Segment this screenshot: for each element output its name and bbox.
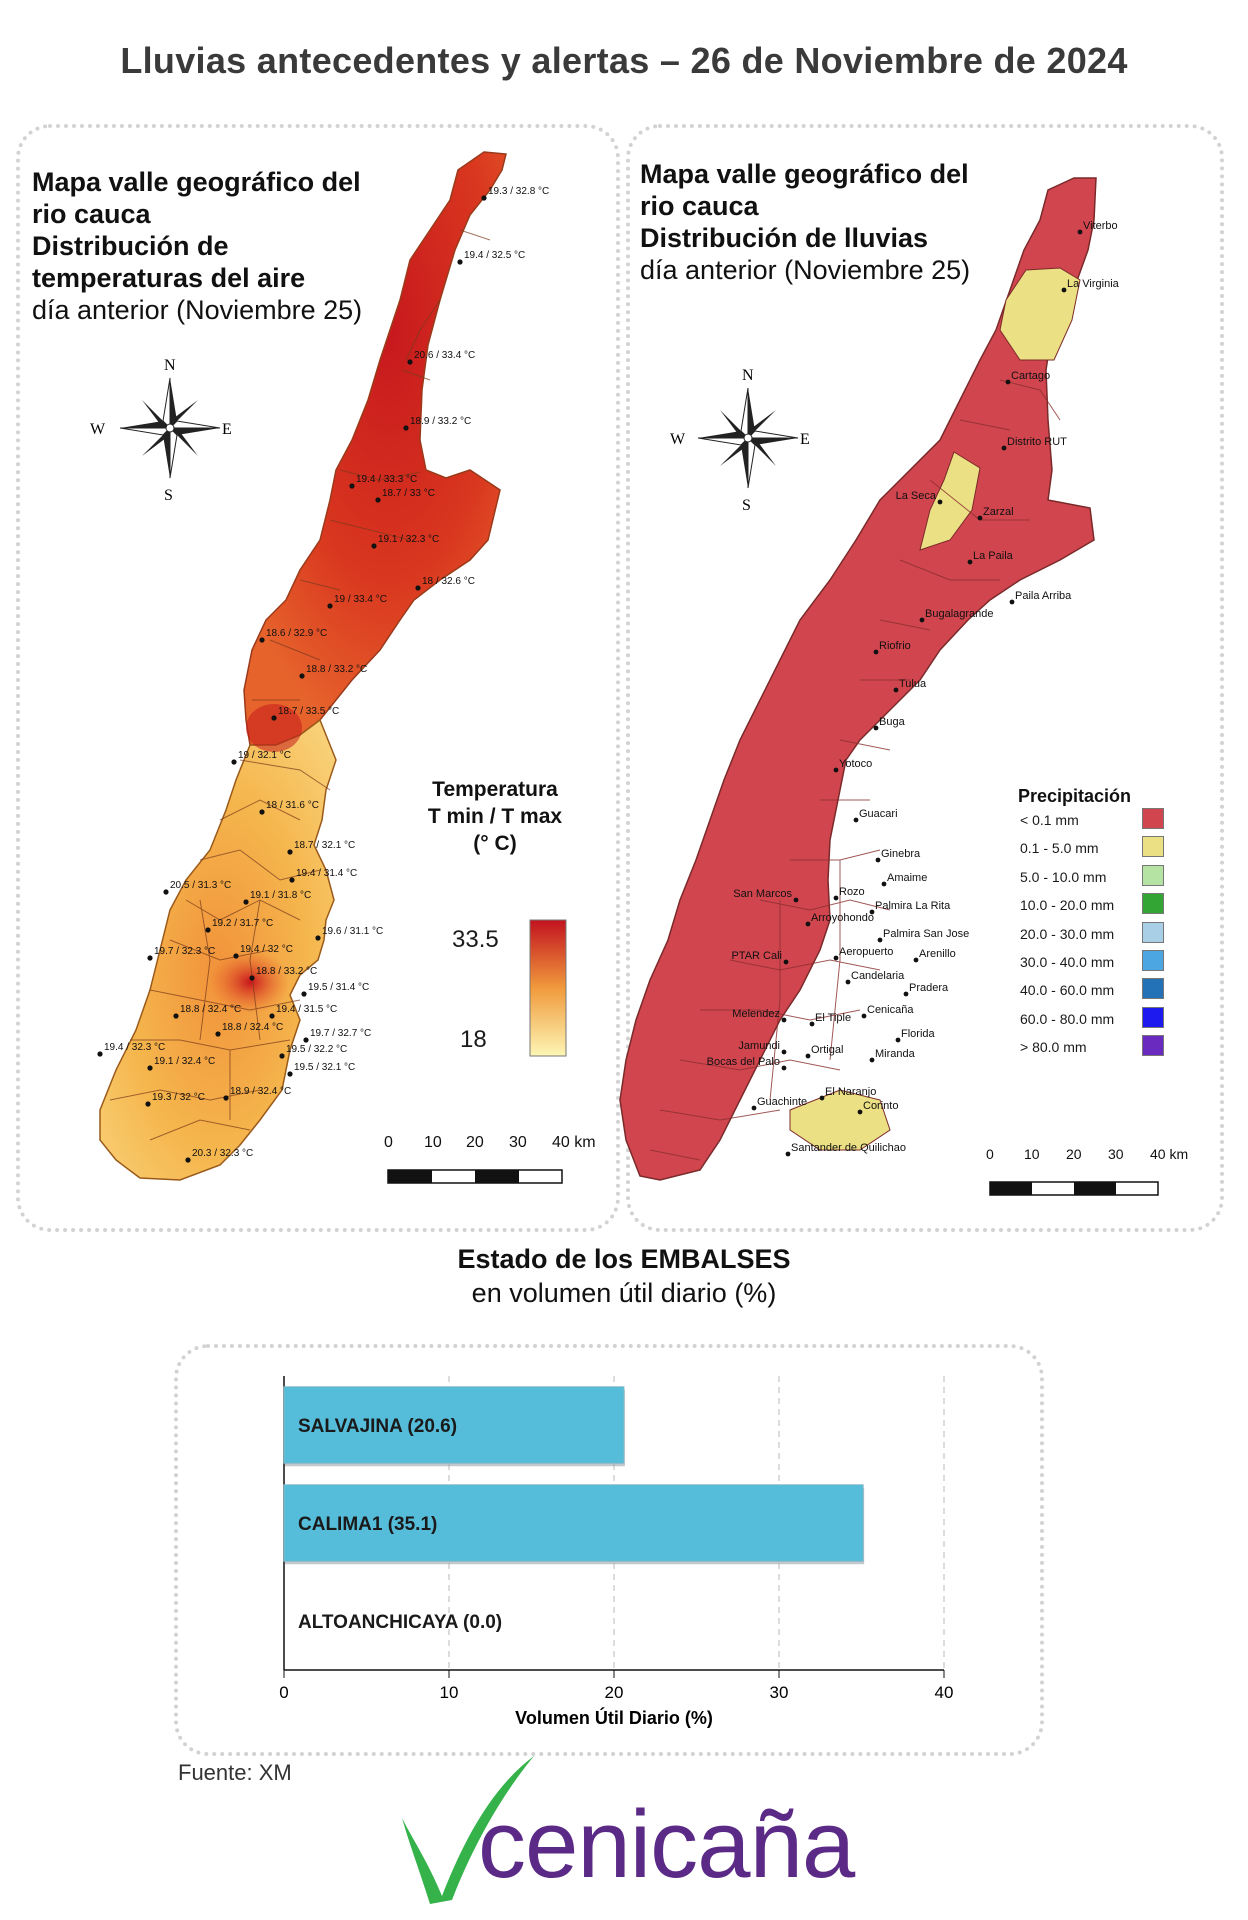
check-leaf-icon xyxy=(402,1756,534,1904)
rain-legend-swatch xyxy=(1142,836,1164,858)
rain-legend-item: > 80.0 mm xyxy=(1020,1035,1190,1063)
scale-label: 10 xyxy=(1024,1146,1040,1162)
rain-legend-label: 10.0 - 20.0 mm xyxy=(1020,897,1115,914)
rain-legend-item: 60.0 - 80.0 mm xyxy=(1020,1006,1190,1035)
scale-label: 30 xyxy=(509,1134,527,1151)
temp-legend-line: Temperatura xyxy=(432,778,558,801)
rain-legend-item: 40.0 - 60.0 mm xyxy=(1020,978,1190,1006)
temperature-legend-title: Temperatura T min / T max (° C) xyxy=(420,776,570,857)
dams-chart-panel xyxy=(174,1344,1044,1756)
x-tick-label: 40 xyxy=(935,1683,954,1702)
rain-legend-swatch xyxy=(1142,1006,1164,1028)
rain-legend-label: 0.1 - 5.0 mm xyxy=(1020,840,1099,857)
rain-legend-swatch xyxy=(1142,978,1164,1000)
temperature-legend-min: 18 xyxy=(460,1026,487,1053)
x-tick-label: 0 xyxy=(279,1683,288,1702)
rain-legend-label: 20.0 - 30.0 mm xyxy=(1020,925,1115,942)
rain-legend-item: 5.0 - 10.0 mm xyxy=(1020,864,1190,893)
bar-label: ALTOANCHICAYA (0.0) xyxy=(298,1612,502,1633)
x-tick-label: 30 xyxy=(770,1683,789,1702)
cenicana-logo-text: cenicaña xyxy=(478,1791,855,1898)
x-tick-label: 10 xyxy=(440,1683,459,1702)
rain-legend-swatch xyxy=(1142,949,1164,971)
scale-label: 20 xyxy=(1066,1146,1082,1162)
rain-legend-item: < 0.1 mm xyxy=(1020,808,1190,836)
rain-legend-swatch xyxy=(1142,893,1164,915)
bar-label: SALVAJINA (20.6) xyxy=(298,1416,457,1437)
rain-legend-label: < 0.1 mm xyxy=(1020,812,1079,828)
bar xyxy=(283,1386,625,1464)
dams-subtitle: en volumen útil diario (%) xyxy=(471,1278,777,1308)
temp-heading-line: rio cauca xyxy=(32,199,151,229)
scale-label: 20 xyxy=(466,1134,484,1151)
rain-legend-swatch xyxy=(1142,808,1164,829)
bar xyxy=(283,1484,864,1562)
rain-legend-item: 30.0 - 40.0 mm xyxy=(1020,949,1190,978)
x-tick-label: 20 xyxy=(605,1683,624,1702)
temperature-legend-max: 33.5 xyxy=(452,926,499,953)
scale-label: 0 xyxy=(384,1134,393,1151)
rain-legend-label: 5.0 - 10.0 mm xyxy=(1020,868,1107,885)
rain-legend-swatch xyxy=(1142,1035,1164,1057)
temp-heading-line: Distribución de xyxy=(32,231,229,261)
rain-legend-item: 0.1 - 5.0 mm xyxy=(1020,836,1190,864)
rain-legend-item: 10.0 - 20.0 mm xyxy=(1020,893,1190,921)
dams-title: Estado de los EMBALSES xyxy=(457,1244,791,1274)
temperature-map-heading: Mapa valle geográfico del rio cauca Dist… xyxy=(32,166,362,326)
x-axis-label: Volumen Útil Diario (%) xyxy=(515,1707,713,1728)
rain-legend-swatch xyxy=(1142,921,1164,943)
scale-label: 0 xyxy=(986,1146,994,1162)
scale-label: 40 km xyxy=(1150,1146,1189,1162)
rain-legend-swatch xyxy=(1142,864,1164,886)
scale-label: 30 xyxy=(1108,1146,1124,1162)
source-note: Fuente: XM xyxy=(178,1760,292,1785)
rain-legend-label: 30.0 - 40.0 mm xyxy=(1020,953,1115,970)
temperature-map-panel xyxy=(16,124,620,1232)
rain-legend-label: > 80.0 mm xyxy=(1020,1039,1087,1056)
temp-legend-line: (° C) xyxy=(473,832,517,855)
scale-label: 40 km xyxy=(552,1134,596,1151)
rain-legend: < 0.1 mm 0.1 - 5.0 mm 5.0 - 10.0 mm 10.0 - … xyxy=(1020,808,1190,1064)
rain-legend-title: Precipitación xyxy=(1018,786,1132,806)
rain-legend-label: 40.0 - 60.0 mm xyxy=(1020,982,1115,999)
scale-label: 10 xyxy=(424,1134,442,1151)
bar-label: CALIMA1 (35.1) xyxy=(298,1514,437,1535)
rain-legend-label: 60.0 - 80.0 mm xyxy=(1020,1010,1115,1027)
page-title: Lluvias antecedentes y alertas – 26 de N… xyxy=(120,40,1128,81)
rain-legend-item: 20.0 - 30.0 mm xyxy=(1020,921,1190,950)
temp-legend-line: T min / T max xyxy=(427,805,563,828)
